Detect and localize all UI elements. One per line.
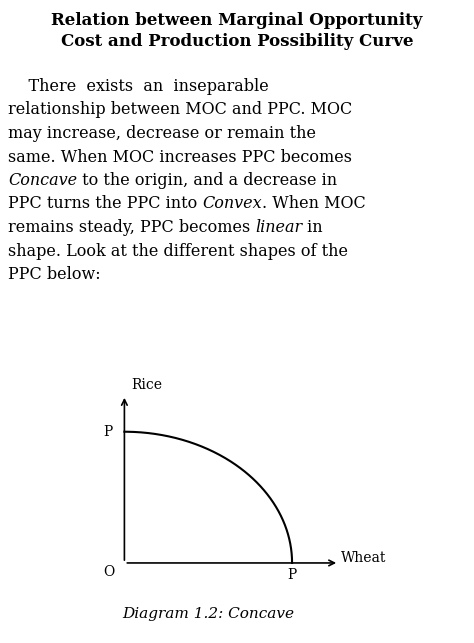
Text: linear: linear bbox=[255, 219, 302, 236]
Text: Relation between Marginal Opportunity
Cost and Production Possibility Curve: Relation between Marginal Opportunity Co… bbox=[51, 12, 423, 50]
Text: Rice: Rice bbox=[131, 378, 162, 392]
Text: to the origin, and a decrease in: to the origin, and a decrease in bbox=[77, 172, 337, 189]
Text: There  exists  an  inseparable: There exists an inseparable bbox=[8, 78, 269, 95]
Text: in: in bbox=[302, 219, 323, 236]
Text: shape. Look at the different shapes of the: shape. Look at the different shapes of t… bbox=[8, 242, 348, 260]
Text: PPC turns the PPC into: PPC turns the PPC into bbox=[8, 195, 202, 212]
Text: Concave: Concave bbox=[8, 172, 77, 189]
Text: same. When MOC increases PPC becomes: same. When MOC increases PPC becomes bbox=[8, 149, 352, 165]
Text: Convex: Convex bbox=[202, 195, 262, 212]
Text: P: P bbox=[103, 425, 112, 439]
Text: remains steady, PPC becomes: remains steady, PPC becomes bbox=[8, 219, 255, 236]
Text: P: P bbox=[287, 568, 297, 582]
Text: O: O bbox=[104, 565, 115, 579]
Text: may increase, decrease or remain the: may increase, decrease or remain the bbox=[8, 125, 316, 142]
Text: relationship between MOC and PPC. MOC: relationship between MOC and PPC. MOC bbox=[8, 102, 352, 118]
Text: Wheat: Wheat bbox=[341, 550, 386, 565]
Text: Diagram 1.2: Concave: Diagram 1.2: Concave bbox=[123, 607, 294, 621]
Text: PPC below:: PPC below: bbox=[8, 266, 100, 283]
Text: . When MOC: . When MOC bbox=[262, 195, 366, 212]
